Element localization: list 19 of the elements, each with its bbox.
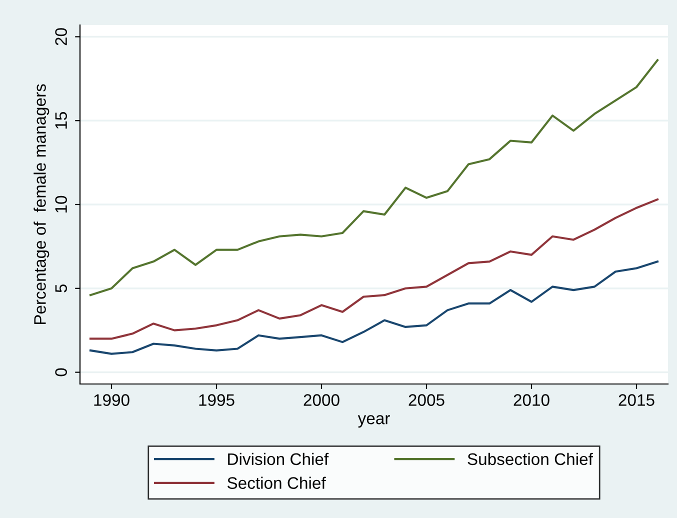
- y-tick-label: 10: [55, 196, 67, 212]
- x-tick-label: 2015: [618, 394, 654, 406]
- x-tick-label: 2005: [408, 394, 444, 406]
- legend-label: Subsection Chief: [468, 452, 593, 466]
- y-tick-label: 20: [55, 28, 67, 46]
- x-tick-label: 1990: [94, 394, 130, 406]
- y-axis-title: Percentage of female managers: [34, 84, 50, 324]
- line-series: [89, 59, 659, 296]
- y-tick-label: 15: [55, 112, 67, 129]
- x-tick-label: 2000: [304, 394, 340, 406]
- legend-label: Division Chief: [228, 452, 329, 466]
- y-tick-label: 5: [55, 284, 67, 292]
- x-axis-title: year: [358, 415, 390, 428]
- y-tick-label: 0: [55, 368, 67, 376]
- line-series: [89, 198, 659, 340]
- legend-label: Section Chief: [227, 476, 326, 489]
- x-tick-label: 1995: [199, 394, 234, 406]
- line-series: [89, 260, 659, 355]
- x-tick-label: 2010: [514, 394, 550, 406]
